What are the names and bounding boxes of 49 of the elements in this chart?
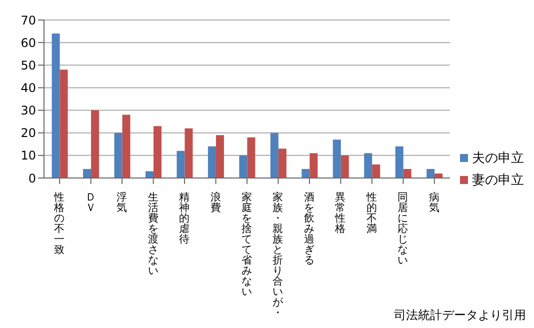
bar xyxy=(154,126,162,178)
bar xyxy=(310,153,318,178)
bar xyxy=(239,155,248,178)
x-tick-label: 病気 xyxy=(428,190,440,214)
y-tick-label: 60 xyxy=(20,36,36,50)
bar xyxy=(278,148,286,178)
x-tick-label: ＤＶ xyxy=(85,192,96,214)
bar xyxy=(247,137,256,178)
bar xyxy=(395,146,404,178)
bar xyxy=(176,150,185,178)
y-tick-label: 40 xyxy=(20,80,36,95)
category-label: 家族・親族と折り合いが・ xyxy=(272,192,284,319)
text: 司法統計データより引用 xyxy=(394,307,526,324)
legend-label: 妻の申立 xyxy=(472,173,524,188)
y-tick-label: 20 xyxy=(20,126,36,140)
x-tick-label: 性的不満 xyxy=(365,192,378,235)
bar xyxy=(114,132,122,178)
x-tick-label: 浮気 xyxy=(116,190,128,214)
bar xyxy=(146,171,154,178)
x-tick-label: 精神的虐待 xyxy=(179,192,190,246)
bar xyxy=(216,135,224,178)
bar xyxy=(208,146,216,178)
y-tick-label: 0 xyxy=(28,171,36,186)
y-tick-label: 50 xyxy=(20,58,36,72)
category-label: 家庭を捨てて省みない xyxy=(242,192,252,298)
bar xyxy=(184,128,193,178)
y-tick-label: 10 xyxy=(20,148,36,163)
y-tick-label: 30 xyxy=(20,104,36,118)
y-tick-label: 70 xyxy=(20,13,36,28)
bar xyxy=(364,153,372,178)
x-tick-label: 性格の不一致 xyxy=(53,192,66,256)
bar xyxy=(302,168,310,178)
bar xyxy=(83,168,92,178)
bar xyxy=(91,110,100,178)
bar xyxy=(332,140,341,178)
bar xyxy=(403,168,412,178)
x-tick-label: 酒を飲み過ぎる xyxy=(304,190,315,266)
bar xyxy=(122,114,130,178)
bar xyxy=(340,155,349,178)
x-tick-label: 異常性格 xyxy=(334,192,346,235)
x-tick-label: 浪費 xyxy=(210,190,222,214)
bar xyxy=(270,132,278,178)
x-tick-label: 生活費を渡さない xyxy=(148,190,159,277)
legend-label: 夫の申立 xyxy=(472,151,524,166)
bar xyxy=(60,70,68,178)
bar xyxy=(372,164,380,178)
bar xyxy=(52,34,60,178)
x-tick-label: 同居に応じない xyxy=(398,192,409,266)
bar xyxy=(426,168,435,178)
